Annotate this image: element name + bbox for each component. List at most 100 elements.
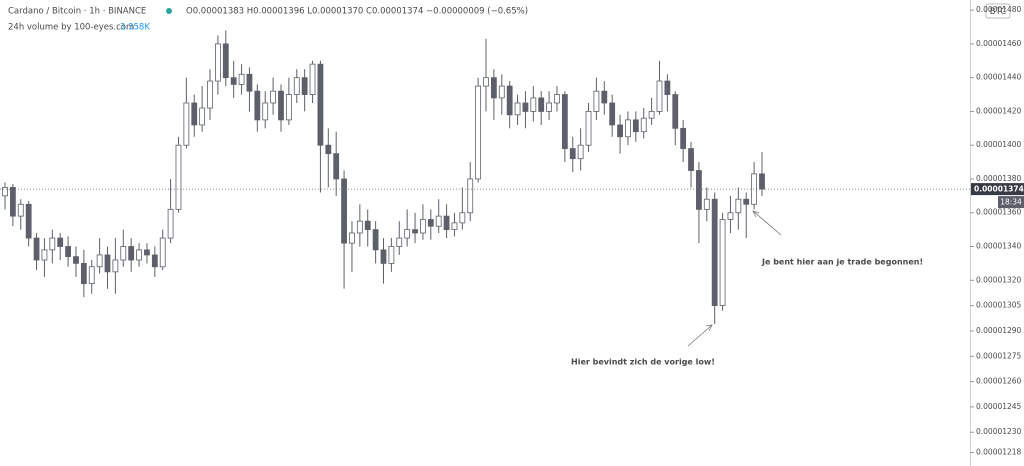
candle-body [404,229,411,239]
y-tick-label: 0.00001440 [976,73,1022,82]
symbol-title: Cardano / Bitcoin · 1h · BINANCE [8,7,146,17]
candle-body [88,266,95,285]
candle-body [522,102,529,112]
candle-body [175,144,182,210]
candle-body [609,102,616,126]
candle-body [569,148,576,160]
candle-body [33,237,40,261]
candle-body [538,97,545,112]
last-price-box [971,183,1024,196]
arrow [687,324,713,347]
candle-body [222,43,229,79]
candle-body [530,97,537,112]
candle-body [254,90,261,121]
candle-body [483,77,489,87]
candle-body [167,208,174,239]
candle-body [309,63,316,95]
volume-label: 24h volume by 100-eyes.com [8,23,134,33]
y-tick-label: 0.00001420 [976,106,1022,115]
candle-body [711,198,718,307]
candle-body [128,246,135,261]
candle-body [144,249,150,256]
y-tick-label: 0.00001400 [976,140,1022,149]
candle-body [262,102,269,121]
candle-body [412,229,418,234]
candle-body [459,212,466,224]
y-tick-label: 0.00001275 [976,351,1022,360]
candle-body [285,94,292,121]
candle-body [246,73,253,92]
candle-body [73,256,79,264]
candle-body [546,102,552,112]
candle-body [506,85,513,116]
candle-body [96,254,103,268]
candle-body [640,117,647,133]
candle-body [743,198,750,205]
candle-body [554,94,560,104]
candle-body [593,90,600,112]
candle-body [356,220,363,234]
candle-body [238,73,245,85]
y-tick-label: 0.00001230 [976,427,1022,436]
candle-body [625,119,631,138]
candle-body [278,90,284,121]
y-tick-label: 0.00001218 [976,447,1022,456]
candle-body [120,246,127,261]
candle-body [230,77,237,85]
candle-body [632,119,639,133]
candle-body [688,148,694,171]
candle-body [751,173,758,205]
candle-body [561,94,568,149]
candle-body [656,80,663,112]
candle-body [577,144,584,160]
candle-body [427,219,434,227]
candle-body [648,111,655,119]
y-tick-label: 0.00001305 [976,301,1022,310]
candle-body [80,262,87,285]
candle-body [112,259,119,273]
currency-box [985,3,1011,19]
candle-body [617,124,623,138]
candle-body [136,249,142,261]
y-tick-label: 0.00001380 [976,174,1022,183]
candle-body [191,102,198,126]
candle-body [270,90,277,104]
y-tick-label: 0.00001320 [976,275,1022,284]
y-tick-label: 0.00001340 [976,242,1022,251]
status-dot [166,8,172,14]
countdown-label: 18:34 [1000,198,1022,207]
candle-body [317,63,324,146]
y-tick-label: 0.00001245 [976,402,1022,411]
candle-body [325,144,332,155]
candle-body [672,94,679,129]
candle-body [349,232,355,244]
y-tick-label: 0.00001360 [976,208,1022,217]
candle-body [396,237,403,247]
candle-body [435,215,442,227]
candle-body [601,90,608,104]
candle-body [380,249,387,264]
candle-body [301,77,308,95]
candle-body [183,102,190,146]
candle-body [703,198,710,210]
candle-body [333,153,340,180]
candle-body [735,198,742,214]
candle-body [696,170,702,210]
candle-body [57,237,64,247]
candle-body [490,77,497,99]
candle-body [514,102,521,116]
last-price-label: 0.00001374 [974,185,1024,194]
arrow-head [705,324,713,332]
candle-body [680,127,687,149]
currency-label: BTC [990,7,1007,17]
candle-body [159,237,166,268]
candle-body [207,80,213,109]
ohlc-legend: O0.00001383 H0.00001396 L0.00001370 C0.0… [186,7,528,17]
annotation: Je bent hier aan je trade begonnen! [761,258,923,267]
candle-body [293,77,300,95]
countdown-box [998,196,1024,209]
annotation: Hier bevindt zich de vorige low! [571,358,715,367]
candle-body [388,246,395,264]
